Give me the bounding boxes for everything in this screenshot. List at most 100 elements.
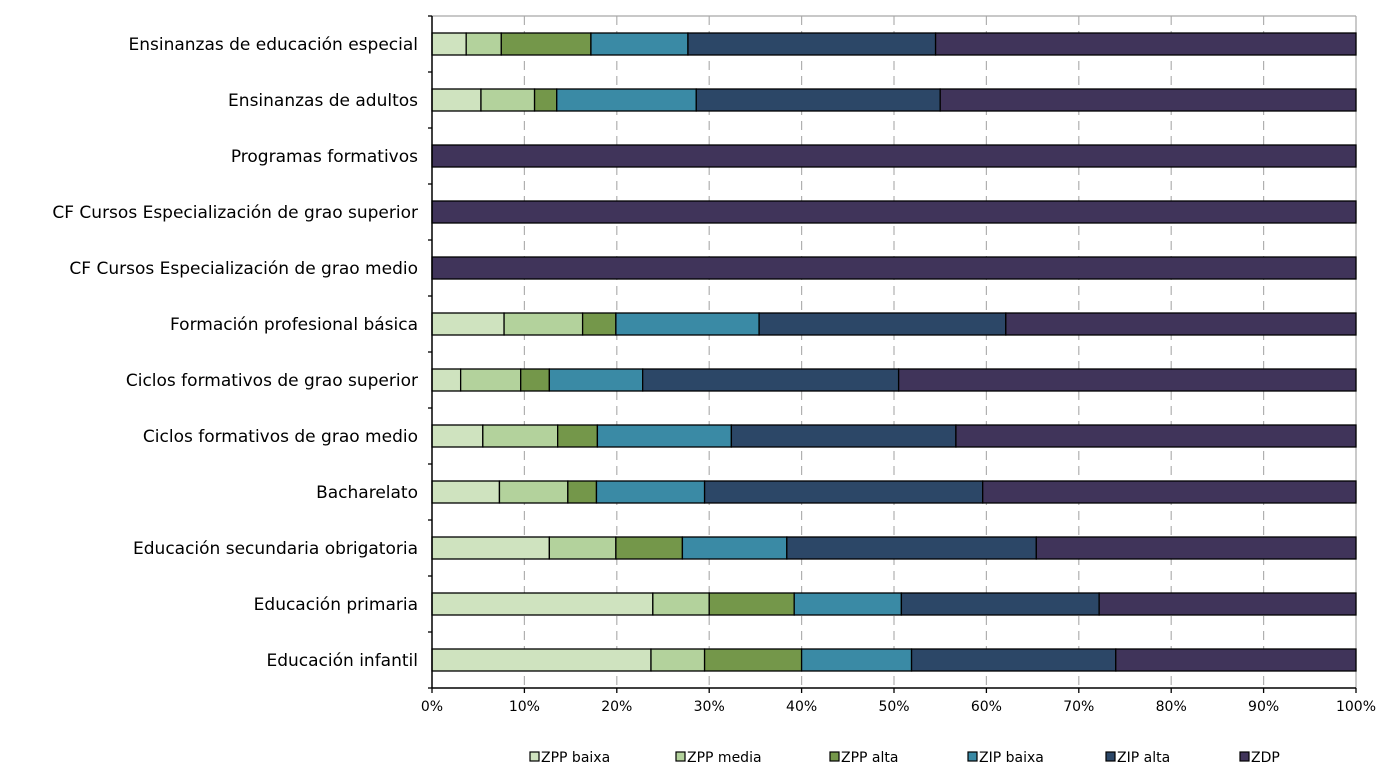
legend-label: ZIP alta: [1117, 750, 1170, 766]
bar-segment: [533, 88, 558, 112]
bar-segment: [431, 32, 467, 56]
bar-segment: [431, 536, 550, 560]
bar-segment: [548, 368, 644, 392]
bar-segment: [681, 536, 788, 560]
bar-segment: [459, 368, 522, 392]
bar-segment: [431, 480, 501, 504]
bar-segment: [557, 424, 599, 448]
bar-segment: [482, 424, 559, 448]
bar-segment: [596, 424, 733, 448]
bar-segment: [1005, 312, 1357, 336]
category-label: Ensinanzas de educación especial: [128, 35, 418, 55]
bar-segment: [982, 480, 1357, 504]
bar-segment: [595, 480, 706, 504]
bar-segment: [897, 368, 1357, 392]
category-label: Bacharelato: [316, 483, 418, 503]
bar-segment: [730, 424, 957, 448]
x-tick-label: 60%: [971, 699, 1002, 715]
category-label: CF Cursos Especialización de grao superi…: [52, 203, 418, 223]
bar-segment: [556, 88, 697, 112]
bar-segment: [786, 536, 1037, 560]
bar-segment: [431, 88, 482, 112]
bar-segment: [500, 32, 592, 56]
category-label: Ciclos formativos de grao medio: [143, 427, 418, 447]
bar-segment: [615, 536, 684, 560]
bar-segment: [431, 424, 484, 448]
bar-segment: [955, 424, 1357, 448]
bar-segment: [1098, 592, 1357, 616]
bar-segment: [910, 648, 1117, 672]
bar-segment: [431, 256, 1357, 280]
bar-segment: [900, 592, 1100, 616]
axes: [428, 15, 1357, 693]
bar-segment: [650, 648, 706, 672]
legend-label: ZPP media: [687, 750, 762, 766]
bar-segment: [703, 648, 803, 672]
bar-segment: [431, 368, 462, 392]
legend-label: ZIP baixa: [979, 750, 1044, 766]
bar-segment: [465, 32, 502, 56]
bar-segment: [615, 312, 760, 336]
category-label: Ensinanzas de adultos: [228, 91, 418, 111]
bar-segment: [581, 312, 617, 336]
x-tick-labels: 0% 10% 20% 30% 40% 50% 60% 70% 80% 90% 100%: [421, 699, 1376, 715]
bar-segment: [758, 312, 1007, 336]
bar-segment: [431, 144, 1357, 168]
legend-swatch: [829, 751, 840, 762]
bar-segment: [687, 32, 937, 56]
bar-segment: [590, 32, 689, 56]
category-label: Educación infantil: [266, 651, 418, 671]
bar-area: [431, 32, 1357, 672]
bar-segment: [548, 536, 617, 560]
legend-swatch: [529, 751, 540, 762]
bar-segment: [480, 88, 536, 112]
bar-segment: [800, 648, 913, 672]
bar-segment: [695, 88, 941, 112]
legend-swatch: [967, 751, 978, 762]
x-tick-label: 80%: [1156, 699, 1187, 715]
bar-segment: [520, 368, 550, 392]
legend: ZPP baixa ZPP media ZPP alta ZIP baixa ZIP a…: [529, 750, 1280, 766]
legend-swatch: [675, 751, 686, 762]
bar-segment: [642, 368, 900, 392]
bar-segment: [431, 312, 505, 336]
category-label: Educación secundaria obrigatoria: [133, 539, 418, 559]
category-label: Educación primaria: [254, 595, 418, 615]
x-tick-label: 20%: [601, 699, 632, 715]
category-label: Programas formativos: [231, 147, 418, 167]
bar-segment: [567, 480, 598, 504]
category-label: CF Cursos Especialización de grao medio: [69, 259, 418, 279]
x-tick-label: 0%: [421, 699, 443, 715]
bar-segment: [431, 648, 652, 672]
legend-label: ZPP baixa: [541, 750, 610, 766]
bar-segment: [503, 312, 584, 336]
legend-label: ZPP alta: [841, 750, 898, 766]
bar-segment: [934, 32, 1357, 56]
bar-segment: [1035, 536, 1357, 560]
category-label: Ciclos formativos de grao superior: [126, 371, 418, 391]
category-label: Formación profesional básica: [170, 315, 418, 335]
category-labels: Ensinanzas de educación especial Ensinanz…: [52, 35, 418, 671]
x-tick-label: 30%: [694, 699, 725, 715]
bar-segment: [708, 592, 795, 616]
x-tick-label: 90%: [1248, 699, 1279, 715]
gridlines: [432, 15, 1357, 688]
bar-segment: [431, 592, 654, 616]
bar-segment: [1115, 648, 1357, 672]
x-tick-label: 10%: [509, 699, 540, 715]
legend-swatch: [1239, 751, 1250, 762]
bar-segment: [793, 592, 903, 616]
bar-segment: [939, 88, 1357, 112]
bar-segment: [431, 200, 1357, 224]
bar-segment: [652, 592, 710, 616]
legend-label: ZDP: [1251, 750, 1280, 766]
x-tick-label: 50%: [878, 699, 909, 715]
legend-swatch: [1105, 751, 1116, 762]
x-tick-label: 70%: [1063, 699, 1094, 715]
bar-segment: [703, 480, 984, 504]
x-tick-label: 100%: [1336, 699, 1376, 715]
x-tick-label: 40%: [786, 699, 817, 715]
bar-segment: [498, 480, 569, 504]
